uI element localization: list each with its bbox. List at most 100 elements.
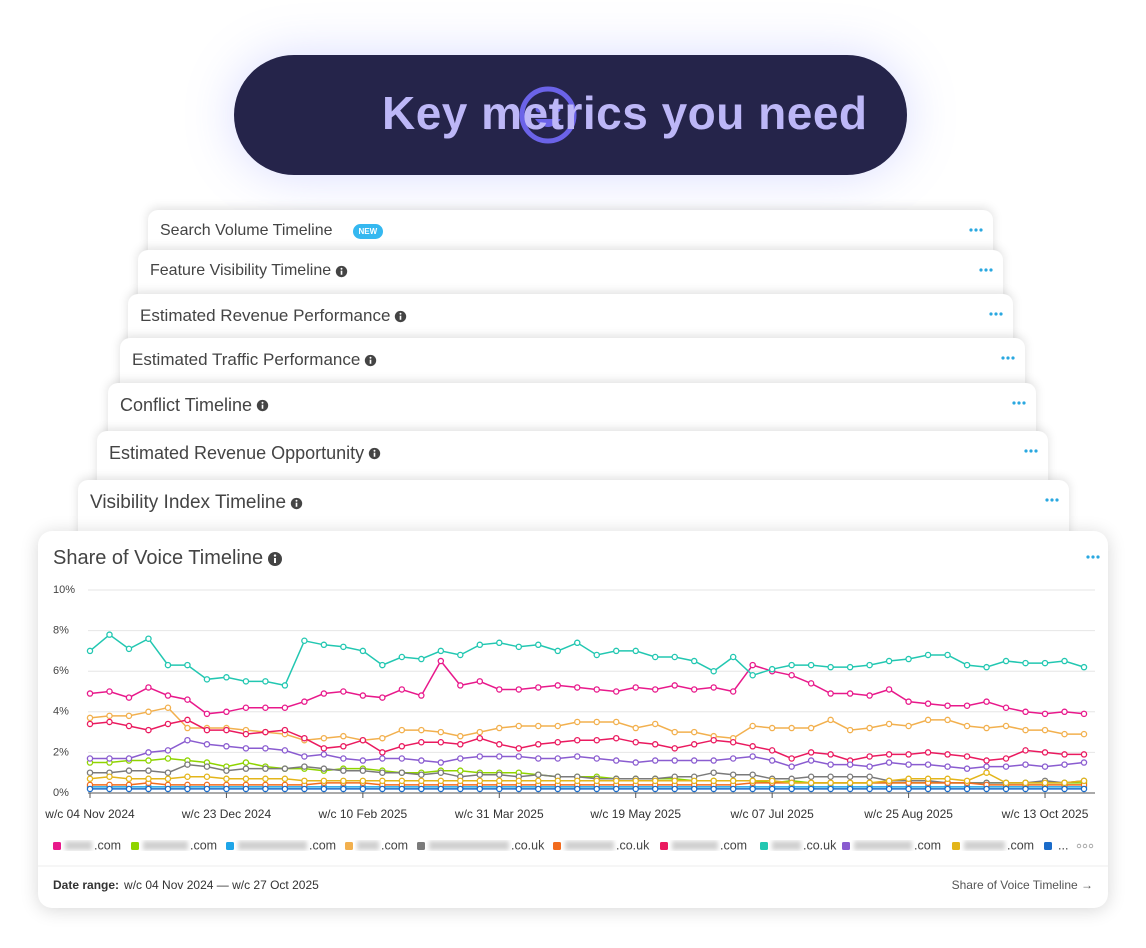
point [457, 651, 464, 659]
point [807, 757, 815, 764]
legend-blur [964, 841, 1005, 850]
point [807, 680, 815, 687]
point [768, 747, 776, 754]
point [301, 777, 308, 785]
point [379, 785, 386, 793]
y-tick-label: 6% [53, 665, 69, 677]
point [807, 785, 815, 793]
point [340, 732, 347, 740]
legend-blur [672, 841, 718, 850]
y-tick-label: 2% [53, 746, 69, 758]
point [612, 785, 620, 793]
point [632, 739, 639, 746]
point [671, 653, 678, 661]
point [846, 663, 854, 671]
chart-title: Share of Voice Timeline [53, 547, 264, 569]
point [106, 755, 113, 762]
point [924, 785, 932, 793]
point [983, 698, 990, 705]
point [106, 773, 113, 781]
point [1022, 761, 1029, 768]
date-range-label: Date range: [53, 878, 119, 892]
point [496, 777, 503, 785]
point [398, 726, 406, 734]
point [496, 724, 503, 732]
point [885, 785, 893, 793]
point [437, 777, 445, 785]
point [671, 745, 678, 752]
point [437, 769, 445, 776]
point [184, 785, 191, 793]
point [496, 741, 503, 748]
point [515, 643, 523, 651]
point [457, 767, 464, 774]
point [632, 647, 639, 655]
point [535, 785, 542, 793]
point [983, 763, 990, 770]
point [1022, 747, 1029, 754]
point [320, 734, 328, 742]
point [710, 736, 717, 744]
point [164, 704, 172, 711]
point [535, 755, 542, 762]
point [125, 785, 133, 793]
point [125, 694, 133, 701]
point [1002, 779, 1010, 787]
point [1041, 749, 1049, 756]
point [1002, 704, 1010, 711]
point [651, 757, 659, 764]
point [242, 745, 250, 752]
point [1022, 726, 1029, 734]
point [749, 785, 756, 793]
point [242, 730, 250, 738]
point [359, 767, 367, 774]
point [320, 765, 328, 772]
point [1080, 785, 1088, 793]
point [944, 785, 951, 793]
header-pill: Key metrics you need [234, 55, 907, 175]
point [262, 728, 269, 736]
point [593, 651, 600, 659]
point [612, 734, 620, 742]
point [807, 661, 815, 669]
point [340, 688, 347, 695]
legend-more-icon [1088, 843, 1094, 849]
point [1041, 726, 1049, 734]
point [924, 749, 932, 756]
point [846, 779, 854, 787]
series-line [89, 633, 1085, 687]
point [145, 684, 152, 691]
point [457, 741, 464, 748]
point [1002, 657, 1010, 665]
point [612, 718, 620, 726]
info-icon [395, 310, 407, 322]
point [690, 686, 698, 693]
point [1022, 708, 1029, 716]
point [1061, 730, 1068, 738]
point [827, 751, 834, 758]
point [301, 785, 308, 793]
point [320, 745, 328, 752]
point [1041, 763, 1049, 770]
point [554, 755, 562, 762]
y-tick-label: 10% [53, 584, 75, 596]
legend-label: .co.uk [803, 838, 837, 852]
point [340, 755, 347, 762]
point [866, 785, 873, 793]
legend-blur [772, 841, 801, 850]
point [398, 769, 406, 776]
point [125, 712, 133, 720]
point [632, 724, 639, 732]
header-title: Key metrics you need [382, 87, 868, 139]
card-title-row: Visibility Index Timeline [90, 492, 303, 514]
legend-swatch [553, 842, 561, 850]
info-icon [368, 447, 381, 460]
card-title: Feature Visibility Timeline [150, 262, 332, 279]
point [515, 777, 523, 785]
legend-label: .com [914, 838, 941, 852]
point [515, 686, 523, 693]
legend-label: .com [1007, 838, 1034, 852]
more-icon [1012, 401, 1026, 405]
point [924, 651, 932, 659]
